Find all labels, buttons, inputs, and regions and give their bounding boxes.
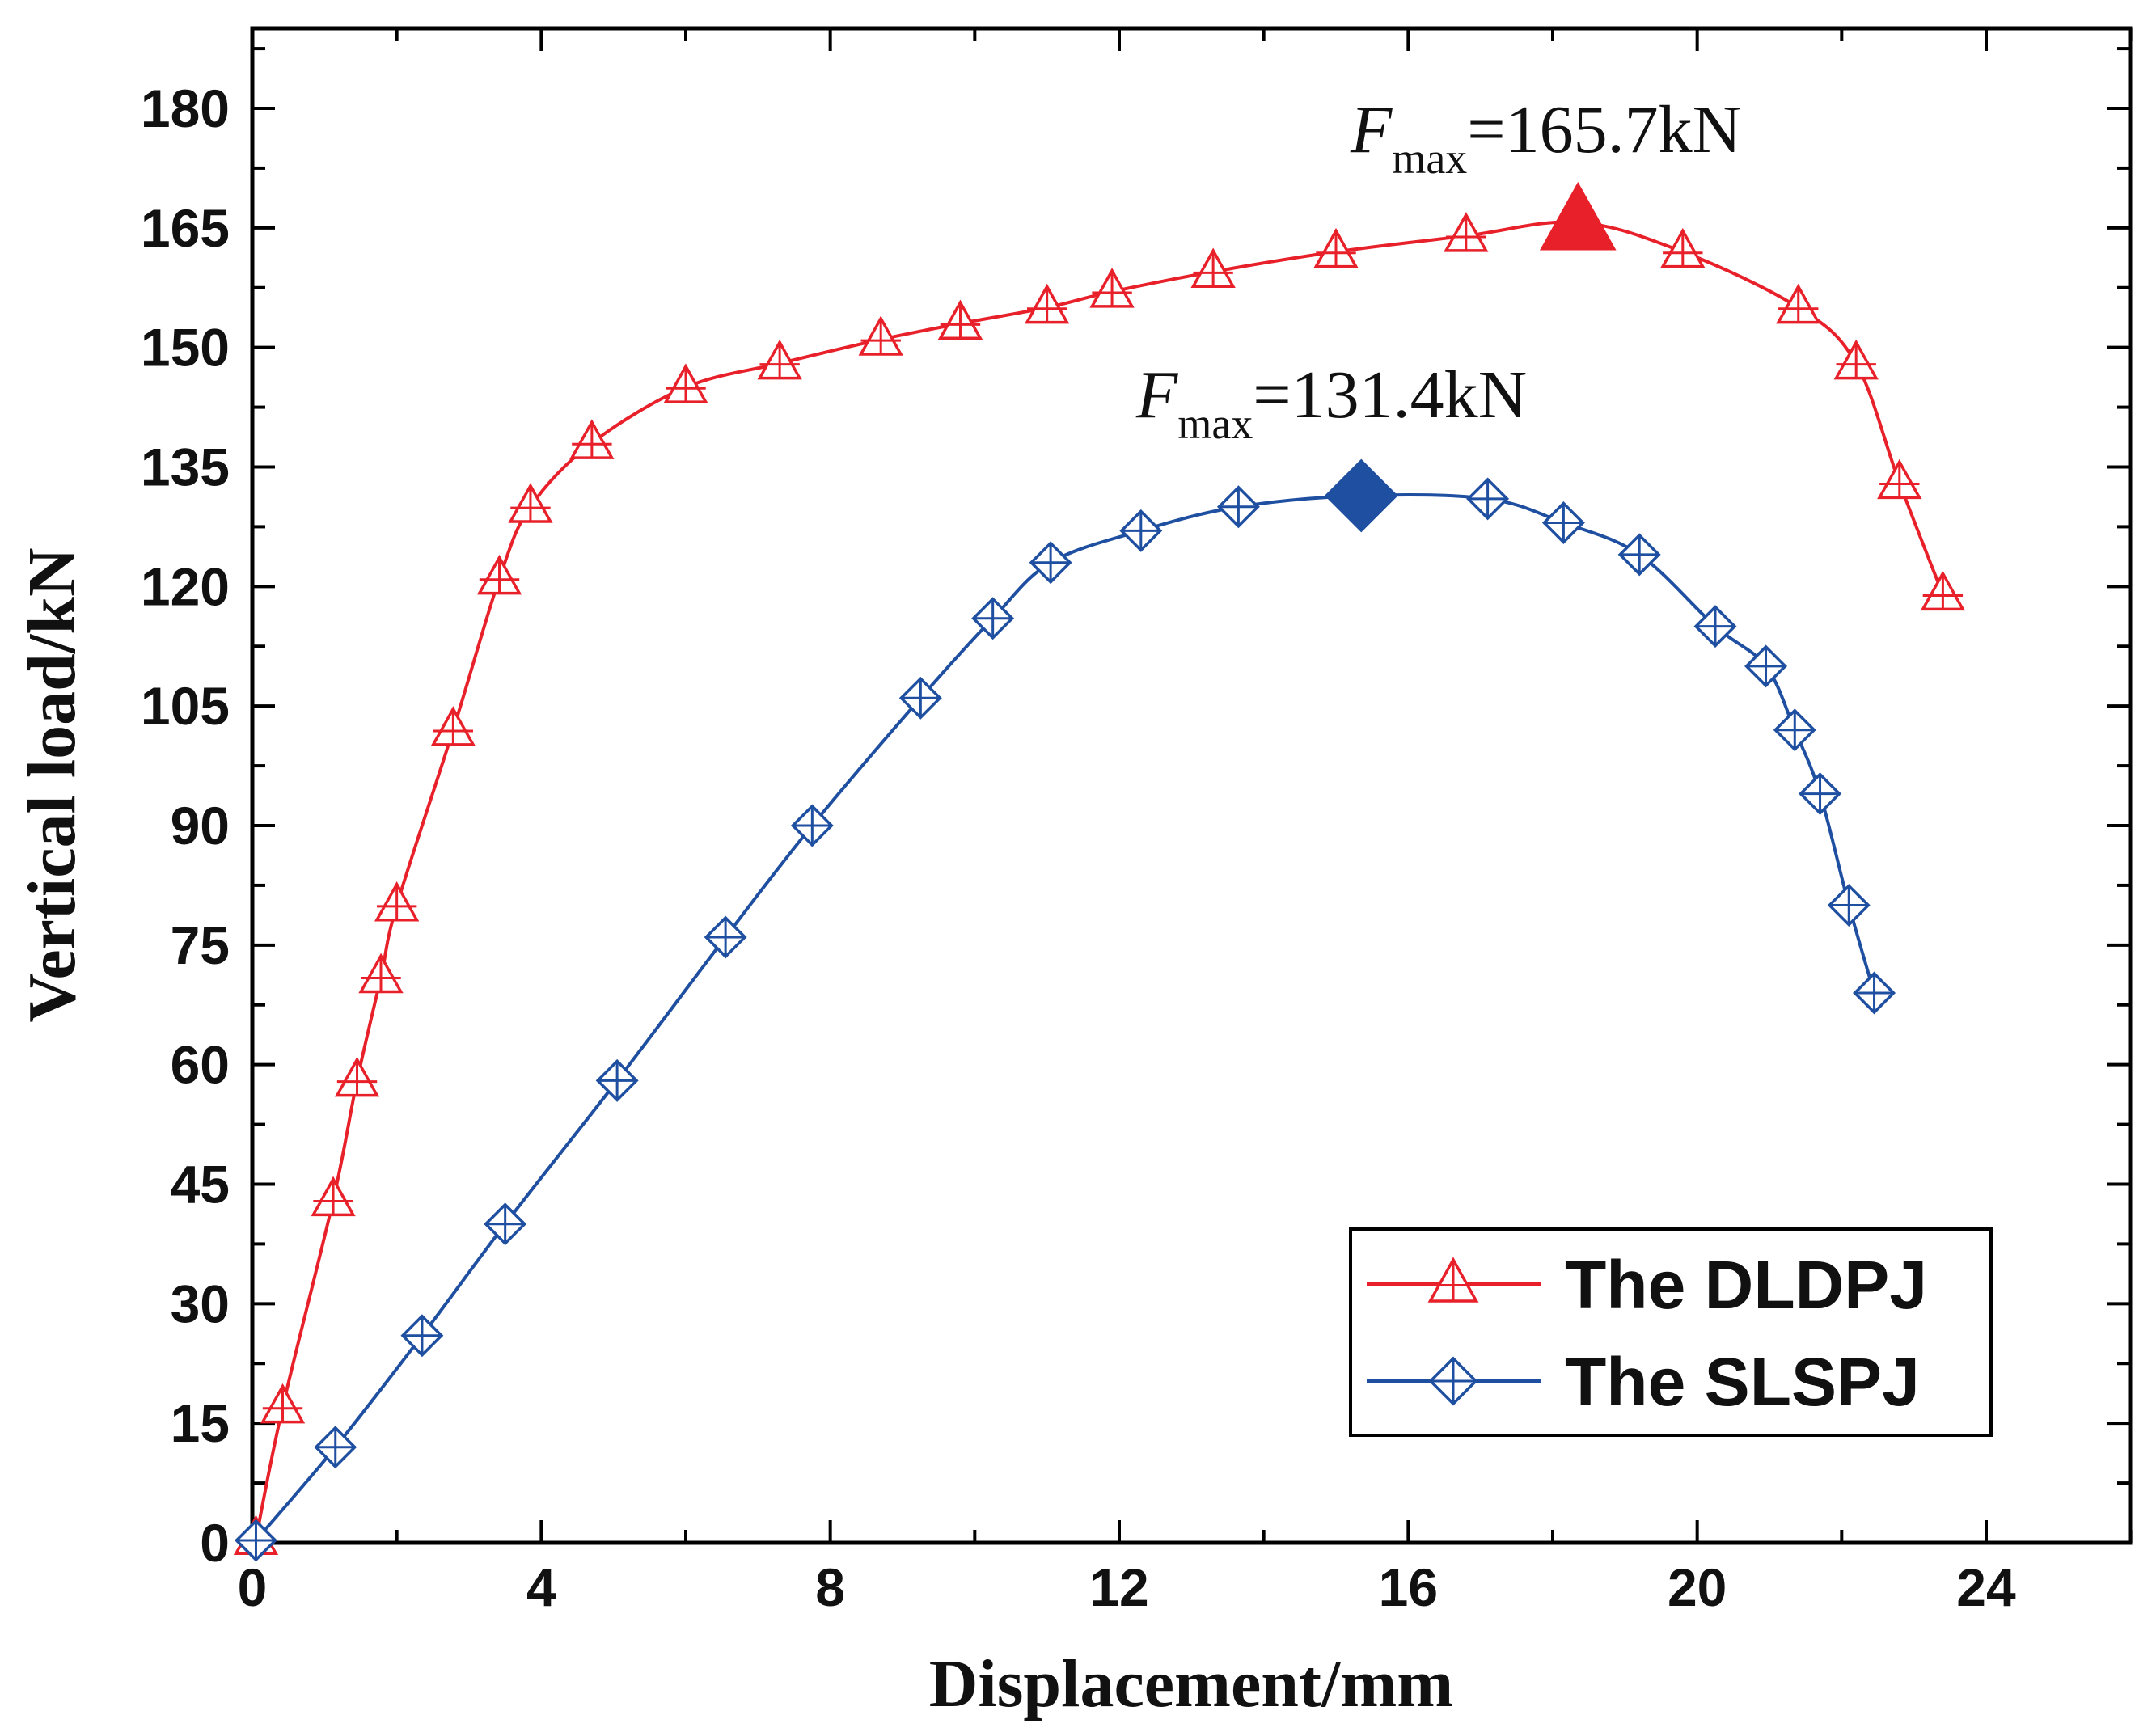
data-point	[1029, 541, 1072, 585]
data-point	[569, 419, 615, 459]
x-tick-label: 24	[1956, 1557, 2016, 1617]
x-tick-label: 0	[238, 1557, 268, 1617]
data-point	[484, 1202, 527, 1246]
data-point	[374, 881, 420, 922]
data-point	[476, 554, 522, 595]
peak-annotation-slspj-sub: max	[1177, 399, 1253, 448]
data-point	[1776, 283, 1821, 324]
x-tick-label: 12	[1089, 1557, 1148, 1617]
y-tick-label: 180	[141, 78, 230, 138]
data-point	[1541, 501, 1585, 544]
data-point	[1853, 971, 1896, 1015]
data-point	[1313, 227, 1359, 268]
x-tick-label: 8	[815, 1557, 845, 1617]
data-point	[334, 1056, 380, 1097]
data-point	[757, 339, 802, 380]
peak-annotation-dldpj-value: =165.7kN	[1467, 92, 1741, 167]
data-point	[1190, 247, 1236, 288]
x-tick-label: 4	[526, 1557, 556, 1617]
peak-annotation-dldpj: Fmax=165.7kN	[1350, 92, 1741, 183]
data-point	[937, 299, 983, 340]
data-point	[1833, 339, 1879, 380]
data-point	[971, 597, 1015, 640]
data-point	[1744, 644, 1788, 688]
peak-annotation-dldpj-sub: max	[1392, 134, 1467, 183]
data-point	[1089, 268, 1135, 308]
legend-label-dldpj: The DLDPJ	[1565, 1247, 1927, 1323]
data-point	[704, 915, 747, 959]
peak-marker-1	[1324, 458, 1398, 533]
y-tick-label: 75	[171, 915, 230, 975]
peak-annotation-slspj: Fmax=131.4kN	[1135, 357, 1527, 448]
x-axis-title: Displacement/mm	[929, 1646, 1454, 1721]
x-tick-label: 16	[1379, 1557, 1438, 1617]
y-tick-label: 150	[141, 318, 230, 378]
data-point	[508, 483, 553, 523]
data-point	[1877, 458, 1922, 500]
data-point	[1617, 533, 1661, 577]
data-point	[1799, 772, 1842, 816]
y-tick-label: 90	[171, 796, 230, 855]
y-tick-label: 120	[141, 556, 230, 616]
data-point	[1444, 212, 1489, 252]
legend-swatch-0	[1367, 1257, 1541, 1303]
axis-ticks	[251, 28, 2133, 1544]
data-point	[595, 1058, 639, 1102]
peak-markers	[1324, 181, 1617, 533]
peak-annotation-slspj-value: =131.4kN	[1253, 357, 1527, 433]
data-point	[1660, 227, 1706, 268]
legend-marker-1	[1428, 1356, 1478, 1406]
data-point	[1773, 708, 1816, 752]
y-tick-labels: 0 15 30 45 60 75 90 105 120 135 150 165 180	[141, 78, 230, 1573]
series-layer	[233, 212, 1966, 1562]
data-point	[430, 706, 476, 746]
legend-swatch-1	[1367, 1356, 1541, 1406]
data-point	[1024, 283, 1070, 324]
data-point	[1466, 477, 1510, 521]
legend-marker-0	[1427, 1257, 1479, 1303]
y-tick-label: 30	[171, 1274, 230, 1333]
peak-annotation-slspj-prefix: F	[1135, 357, 1179, 433]
data-point	[1119, 509, 1163, 552]
data-point	[858, 315, 903, 356]
y-tick-label: 60	[171, 1035, 230, 1095]
legend: The DLDPJ The SLSPJ	[1349, 1227, 1993, 1437]
legend-label-slspj: The SLSPJ	[1565, 1344, 1920, 1420]
y-tick-label: 105	[141, 676, 230, 736]
data-point	[358, 953, 404, 994]
plot-frame	[250, 26, 2133, 1545]
y-tick-label: 45	[171, 1155, 230, 1215]
y-axis-title: Vertical load/kN	[15, 547, 90, 1022]
y-tick-label: 135	[141, 437, 230, 497]
peak-marker-0	[1539, 181, 1617, 251]
data-point	[1827, 884, 1871, 927]
peak-annotation-dldpj-prefix: F	[1350, 92, 1393, 167]
x-tick-label: 20	[1668, 1557, 1727, 1617]
data-point	[1920, 570, 1966, 611]
data-point	[1216, 485, 1260, 529]
y-tick-label: 165	[141, 198, 230, 258]
data-point	[1693, 605, 1737, 648]
y-tick-label: 15	[171, 1393, 230, 1453]
data-point	[260, 1383, 306, 1424]
y-tick-label: 0	[200, 1513, 230, 1573]
data-point	[314, 1426, 357, 1469]
data-point	[663, 363, 708, 403]
x-tick-labels: 0 4 8 12 16 20 24	[238, 1557, 2016, 1617]
data-point	[311, 1176, 356, 1217]
data-point	[898, 676, 942, 720]
data-point	[234, 1519, 277, 1562]
legend-swatches	[1367, 1257, 1541, 1406]
data-point	[790, 804, 834, 847]
data-point	[400, 1314, 444, 1358]
